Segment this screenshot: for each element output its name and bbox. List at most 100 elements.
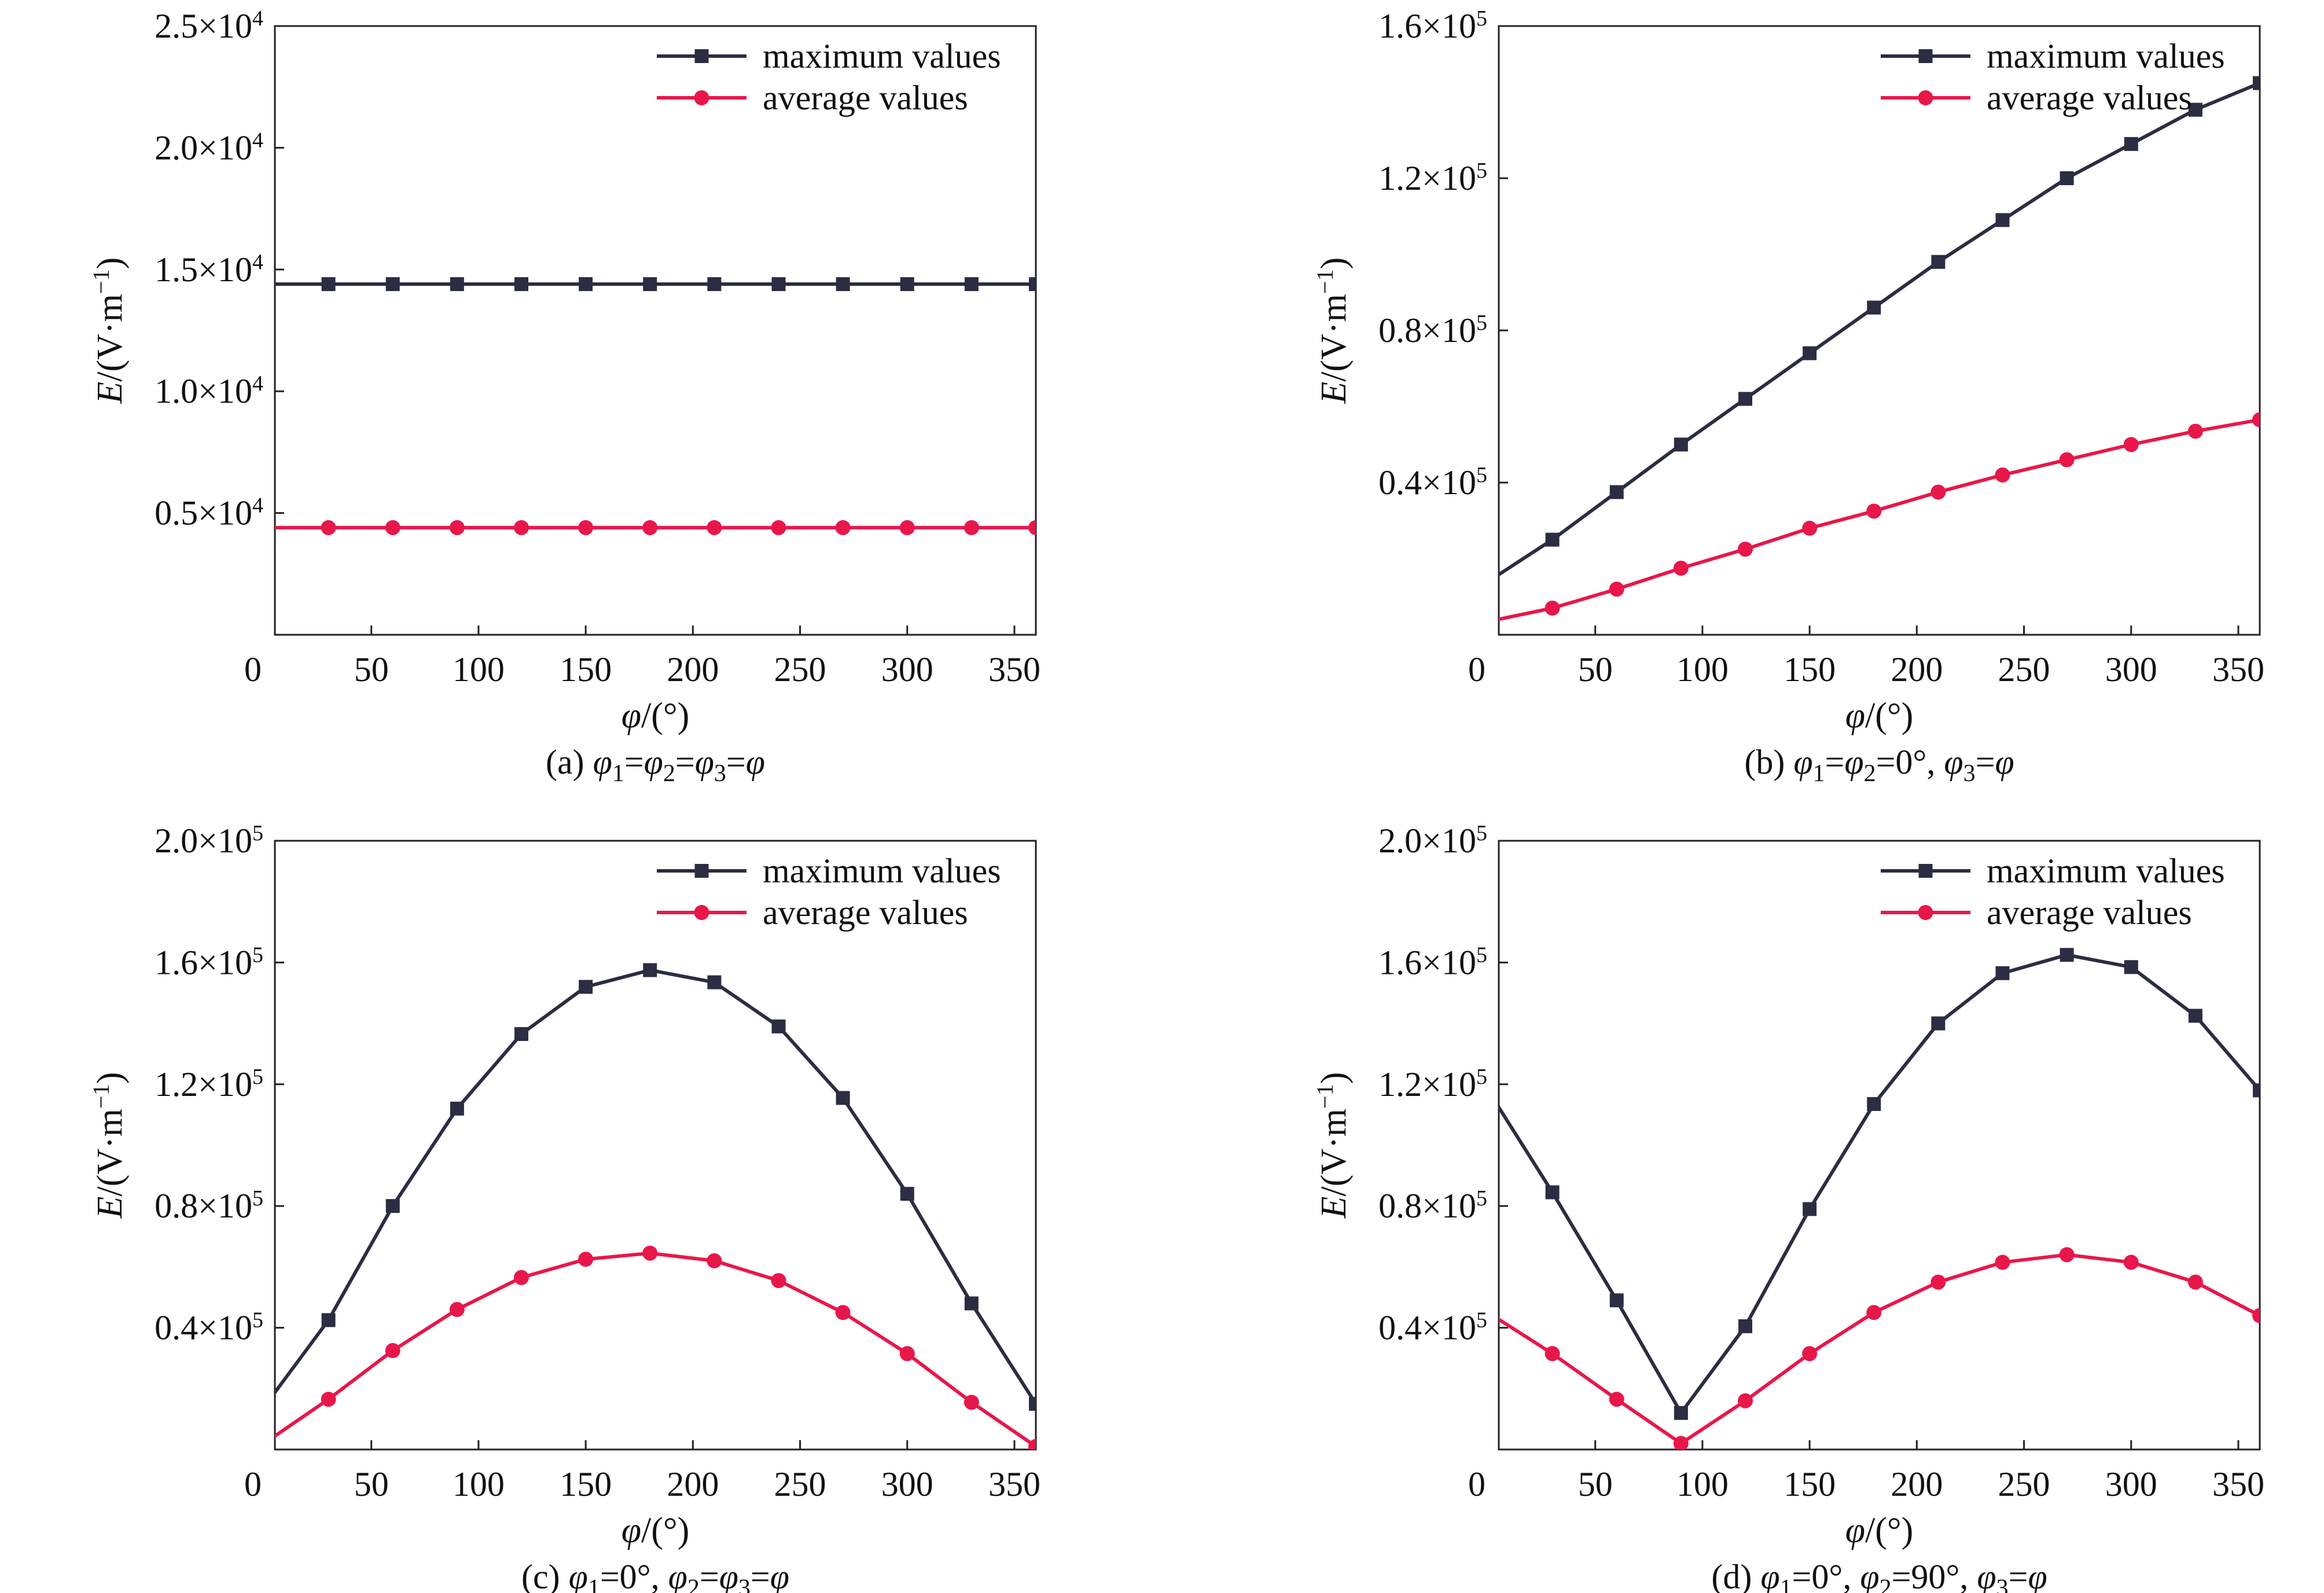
series-line: [275, 968, 1036, 1405]
plot-frame: [1498, 840, 2261, 1451]
data-point-square: [385, 1199, 400, 1213]
series-maximum: [1499, 76, 2260, 577]
x-tick-label: 250: [774, 1465, 826, 1503]
data-point-circle: [642, 1245, 658, 1261]
data-point-square: [321, 277, 336, 292]
data-point-circle: [899, 520, 915, 535]
chart-panel-1: 0 50 100 150 200 250 300 350 0.5×104 1.0×104 1.5×1…: [88, 6, 1040, 787]
data-point-square: [2124, 137, 2138, 151]
x-tick-label: 350: [988, 1465, 1040, 1503]
panel-caption: (d) φ1=0°, φ2=90°, φ3=φ: [1711, 1558, 2047, 1593]
data-point-circle: [1609, 582, 1624, 597]
data-point-circle: [1930, 1274, 1946, 1290]
y-tick-label: 2.5×104: [155, 6, 263, 45]
panel-caption: (b) φ1=φ2=0°, φ3=φ: [1744, 743, 2014, 787]
y-axis-label: E/(V·m−1): [88, 257, 130, 404]
x-tick-label: 150: [1784, 1465, 1836, 1503]
legend-label: maximum values: [1987, 37, 2225, 75]
data-point-circle: [1480, 614, 1495, 629]
y-tick-label: 2.0×105: [155, 821, 263, 860]
x-tick-label: 200: [667, 1465, 719, 1503]
data-point-circle: [1673, 1436, 1689, 1449]
data-point-circle: [256, 520, 271, 535]
data-point-square: [1609, 485, 1624, 499]
y-tick-label: 1.2×105: [1378, 1065, 1487, 1103]
data-point-square: [643, 277, 657, 292]
legend-label: maximum values: [763, 37, 1001, 75]
data-point-circle: [1802, 520, 1818, 536]
data-point-square: [1931, 255, 1946, 269]
data-point-circle: [2123, 437, 2139, 452]
series-average: [256, 520, 1036, 535]
data-point-square: [1029, 277, 1036, 292]
plot-frame: [274, 840, 1037, 1451]
plot-frame: [274, 25, 1037, 636]
data-point-square: [836, 277, 850, 292]
chart-panel-2: 0 50 100 150 200 250 300 350 0.4×105 0.8×105 1.2×1…: [1312, 6, 2264, 787]
data-point-circle: [1737, 542, 1753, 557]
legend-label: average values: [763, 79, 968, 117]
data-point-square: [257, 277, 271, 291]
data-point-circle: [2252, 412, 2260, 428]
data-point-circle: [1995, 467, 2010, 483]
data-point-square: [1545, 532, 1560, 547]
legend-label: average values: [763, 893, 968, 932]
data-point-square: [1738, 392, 1752, 406]
data-point-square: [1738, 1319, 1752, 1333]
data-point-square: [1803, 346, 1817, 360]
data-point-square: [964, 277, 979, 292]
data-point-square: [514, 277, 528, 292]
data-point-circle: [1673, 560, 1689, 576]
data-point-circle: [1995, 1254, 2010, 1270]
y-tick-label: 1.2×105: [155, 1065, 263, 1103]
data-point-circle: [1930, 484, 1946, 500]
data-point-circle: [1866, 503, 1882, 519]
data-point-circle: [835, 1305, 851, 1320]
data-point-circle: [835, 520, 851, 535]
x-tick-label: 200: [667, 650, 719, 689]
y-tick-label: 1.6×105: [155, 943, 263, 981]
x-tick-label: 100: [1676, 1465, 1729, 1503]
data-point-square: [1867, 1097, 1881, 1111]
data-point-circle: [2123, 1254, 2139, 1270]
y-tick-label: 2.0×105: [1378, 821, 1487, 860]
data-point-circle: [1545, 600, 1560, 616]
data-point-circle: [771, 520, 786, 535]
series-average: [275, 1245, 1036, 1449]
data-point-circle: [2187, 424, 2203, 439]
legend-marker-circle: [694, 90, 709, 105]
x-tick-label: 50: [354, 650, 389, 689]
x-tick-label: 350: [988, 650, 1040, 689]
x-tick-label: 200: [1891, 650, 1943, 689]
data-point-square: [707, 975, 722, 989]
series-maximum: [1499, 948, 2260, 1420]
x-tick-label: 0: [244, 1465, 262, 1503]
chart-panel-3: 0 50 100 150 200 250 300 350 0.4×105 0.8×105 1.2×1…: [88, 821, 1040, 1593]
series-average: [1480, 412, 2260, 629]
data-point-circle: [2252, 1308, 2260, 1323]
data-point-circle: [2187, 1274, 2203, 1290]
data-point-square: [1674, 1406, 1688, 1420]
x-axis-label: φ/(°): [1845, 1511, 1914, 1550]
x-tick-label: 50: [1578, 1465, 1613, 1503]
legend-marker-circle: [1918, 905, 1933, 920]
series-maximum: [257, 963, 1036, 1414]
data-point-square: [514, 1027, 528, 1042]
data-point-square: [579, 980, 593, 994]
y-tick-label: 0.4×105: [1378, 1308, 1487, 1347]
data-point-square: [771, 277, 786, 292]
data-point-square: [257, 1400, 271, 1414]
x-tick-label: 250: [774, 650, 826, 689]
y-axis-label: E/(V·m−1): [1312, 257, 1354, 404]
data-point-square: [771, 1019, 786, 1033]
data-point-circle: [899, 1346, 915, 1362]
data-point-square: [2188, 102, 2202, 117]
x-tick-label: 150: [560, 1465, 612, 1503]
data-point-square: [900, 1187, 914, 1201]
data-point-square: [2188, 1009, 2202, 1023]
data-point-circle: [1545, 1346, 1560, 1362]
legend-marker-square: [1918, 49, 1933, 63]
